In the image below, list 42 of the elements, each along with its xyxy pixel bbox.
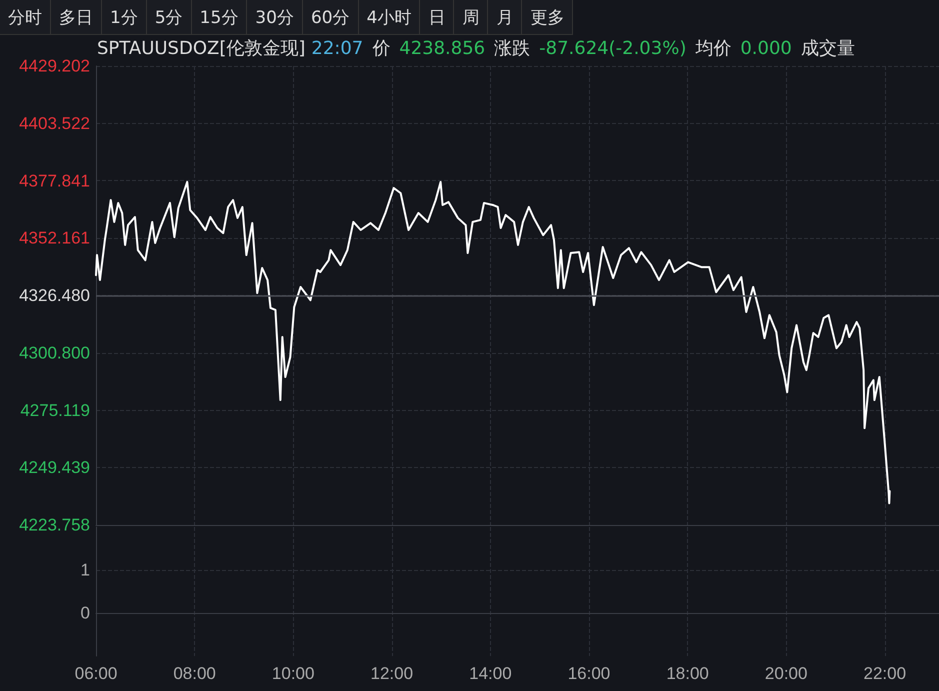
x-tick-label: 06:00 [74, 664, 118, 683]
x-tick-label: 12:00 [370, 664, 414, 683]
text: 价 [372, 38, 390, 59]
y-tick-label: 4326.480 [19, 286, 90, 305]
text: -87.624(-2.03%) [539, 38, 686, 59]
text: 22:07 [311, 38, 364, 59]
y-tick-label: 4377.841 [19, 171, 90, 190]
text: 均价 [695, 38, 732, 59]
chart-title: SPTAUUSDOZ[伦敦金现] [97, 38, 306, 59]
text: 月 [488, 0, 522, 34]
x-tick-label: 18:00 [666, 664, 709, 683]
y-tick-label: 4429.202 [19, 56, 90, 76]
text: 30分 [247, 0, 303, 34]
text: 4238.856 [399, 38, 486, 59]
y-tick-label: 4249.439 [19, 458, 90, 478]
y-tick-label: 4300.800 [19, 343, 90, 362]
x-tick-label: 20:00 [764, 664, 808, 683]
y-tick-label: 0 [80, 604, 90, 622]
line-series [95, 180, 891, 504]
y-tick-label: 4223.758 [19, 516, 90, 534]
text: 15分 [192, 0, 248, 34]
y-tick-label: 4403.522 [19, 114, 90, 133]
x-tick-label: 14:00 [469, 664, 512, 683]
text: 周 [454, 0, 488, 34]
x-tick-label: 16:00 [568, 664, 610, 683]
y-tick-label: 4275.119 [20, 400, 90, 420]
text: 多日 [51, 0, 102, 34]
text: 涨跌 [494, 38, 530, 59]
text: 60分 [302, 0, 359, 34]
text: 1分 [102, 0, 147, 34]
text: 更多 [522, 0, 574, 34]
y-tick-label: 1 [80, 560, 90, 580]
x-tick-label: 22:00 [864, 664, 906, 683]
text: 成交量 [800, 38, 855, 59]
text: 分时 [0, 0, 51, 34]
text: 5分 [146, 0, 192, 34]
text: 日 [420, 0, 454, 34]
x-tick-label: 10:00 [272, 664, 314, 683]
text: 4小时 [358, 0, 420, 34]
y-tick-label: 4352.161 [19, 228, 90, 248]
x-tick-label: 08:00 [173, 664, 216, 683]
text: 0.000 [740, 38, 792, 59]
